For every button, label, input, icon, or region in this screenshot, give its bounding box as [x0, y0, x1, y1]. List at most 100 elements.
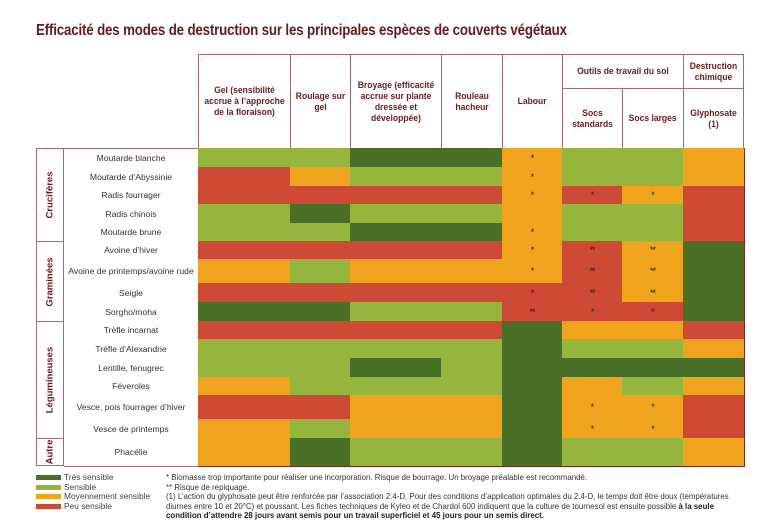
efficacy-cell — [350, 395, 442, 420]
efficacy-cell — [502, 204, 563, 224]
efficacy-cell — [441, 259, 503, 284]
efficacy-cell — [350, 204, 442, 224]
efficacy-cell — [502, 395, 563, 420]
efficacy-cell — [502, 419, 563, 439]
group-graminees: Graminées — [36, 241, 64, 322]
efficacy-cell — [562, 204, 623, 224]
efficacy-cell: * — [622, 302, 684, 322]
efficacy-cell — [683, 302, 745, 322]
efficacy-cell: ** — [562, 241, 623, 260]
efficacy-cell — [622, 148, 684, 168]
efficacy-cell — [290, 204, 351, 224]
header-socs-standards-label: Socs standards — [572, 107, 613, 130]
efficacy-cell: * — [502, 283, 563, 303]
efficacy-cell — [622, 377, 684, 396]
efficacy-cell — [290, 395, 351, 420]
header-socs-larges: Socs larges — [622, 88, 684, 149]
efficacy-cell: * — [502, 223, 563, 242]
legend-item-tres-sensible: Très sensible — [36, 472, 150, 483]
species-label: Radis fourrager — [64, 186, 199, 205]
efficacy-cell — [562, 377, 623, 396]
efficacy-cell — [290, 358, 351, 378]
efficacy-cell: * — [502, 186, 563, 205]
efficacy-cell — [502, 358, 563, 378]
efficacy-cell — [441, 167, 503, 187]
footnote-marker: * — [651, 402, 654, 412]
efficacy-cell — [350, 186, 442, 205]
species-label: Phacélie — [64, 438, 199, 467]
group-label: Crucifères — [44, 171, 56, 219]
efficacy-cell — [198, 419, 291, 439]
efficacy-cell — [562, 223, 623, 242]
efficacy-cell — [198, 148, 291, 168]
efficacy-cell — [198, 167, 291, 187]
efficacy-cell — [290, 339, 351, 359]
legend-label: Moyennement sensible — [64, 491, 151, 501]
species-label: Vesce de printemps — [64, 419, 199, 439]
efficacy-cell — [683, 241, 745, 260]
efficacy-cell: * — [562, 419, 623, 439]
footnote-marker: ** — [529, 306, 535, 317]
efficacy-cell — [562, 167, 623, 187]
efficacy-cell — [350, 377, 442, 396]
efficacy-cell — [683, 395, 745, 420]
efficacy-cell — [441, 204, 503, 224]
efficacy-cell: * — [562, 395, 623, 420]
efficacy-cell: ** — [502, 302, 563, 322]
efficacy-cell: * — [562, 186, 623, 205]
efficacy-cell — [198, 395, 291, 420]
footnote-marker: * — [530, 227, 534, 237]
efficacy-cell — [290, 186, 351, 205]
legend-item-sensible: Sensible — [36, 481, 150, 493]
group-autre: Autre — [36, 438, 64, 466]
footnote-marker: ** — [649, 266, 656, 276]
legend-label: Très sensible — [64, 472, 114, 482]
efficacy-cell: ** — [562, 283, 623, 303]
footnotes: * Biomasse trop importante pour réaliser… — [166, 473, 736, 521]
footnote-marker: ** — [649, 287, 656, 298]
legend-swatch — [36, 484, 61, 490]
legend-swatch — [36, 475, 61, 481]
group-label: Légumineuses — [44, 346, 56, 414]
efficacy-cell — [290, 167, 351, 187]
efficacy-cell — [683, 358, 745, 378]
efficacy-cell — [683, 223, 745, 242]
species-label: Avoine d’hiver — [64, 241, 199, 260]
efficacy-cell — [350, 259, 442, 284]
efficacy-cell: * — [622, 419, 684, 439]
legend-label: Peu sensible — [64, 500, 112, 511]
footnote-marker: ** — [649, 245, 656, 255]
efficacy-cell — [683, 148, 745, 168]
header-rouleau-label: Rouleau hacheur — [455, 90, 489, 113]
efficacy-cell: ** — [622, 283, 684, 303]
efficacy-cell — [198, 339, 291, 359]
footnote-marker: * — [651, 190, 654, 200]
efficacy-cell — [350, 241, 442, 260]
legend-item-moyennement-sensible: Moyennement sensible — [36, 491, 151, 502]
efficacy-cell — [502, 339, 563, 359]
footnote-repiquage: ** Risque de repiquage. — [166, 482, 250, 492]
efficacy-cell — [198, 377, 291, 396]
legend: Très sensible Sensible Moyennement sensi… — [36, 472, 151, 511]
footnote-marker: * — [530, 245, 534, 255]
efficacy-cell — [441, 419, 503, 439]
efficacy-cell — [441, 283, 503, 303]
efficacy-cell — [441, 186, 503, 205]
efficacy-cell: ** — [562, 259, 623, 284]
header-glyphosate: Glyphosate (1) — [683, 88, 744, 149]
header-roulage-label: Roulage sur gel — [295, 90, 346, 113]
efficacy-cell — [683, 167, 745, 187]
header-outils: Outils de travail du sol — [562, 54, 684, 89]
species-label: Sorgho/moha — [64, 302, 199, 322]
efficacy-cell — [441, 302, 503, 322]
efficacy-cell — [290, 321, 351, 340]
efficacy-cell — [441, 339, 503, 359]
efficacy-cell — [683, 186, 745, 205]
efficacy-cell — [562, 321, 623, 340]
efficacy-cell — [683, 204, 745, 224]
efficacy-cell — [622, 167, 684, 187]
group-label: Graminées — [44, 256, 56, 307]
efficacy-cell: * — [502, 167, 563, 187]
legend-label: Sensible — [64, 481, 97, 492]
header-roulage: Roulage sur gel — [290, 54, 351, 149]
